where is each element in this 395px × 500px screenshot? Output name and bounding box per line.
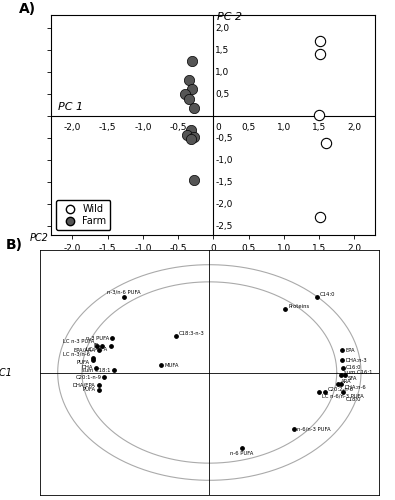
Text: PC 1: PC 1: [58, 102, 83, 112]
Point: [190, 176, 197, 184]
Point: [342, 371, 348, 379]
Point: [186, 96, 192, 104]
Point: [188, 126, 194, 134]
Point: [101, 374, 107, 382]
Point: [322, 388, 328, 396]
Point: [189, 85, 196, 93]
Text: PC2: PC2: [30, 232, 49, 242]
Text: PUFA: PUFA: [83, 387, 96, 392]
Point: [189, 57, 196, 65]
Point: [90, 356, 96, 364]
Text: PC1: PC1: [0, 368, 12, 378]
Text: 2,0: 2,0: [347, 123, 361, 132]
Text: 1,0: 1,0: [215, 68, 229, 76]
Text: C14:0: C14:0: [320, 292, 336, 296]
Point: [98, 342, 105, 349]
Text: C18:0: C18:0: [346, 397, 362, 402]
Point: [94, 342, 100, 349]
Text: C20:2-n-6: C20:2-n-6: [327, 387, 354, 392]
Text: -2,0: -2,0: [215, 200, 233, 208]
Text: -1,5: -1,5: [99, 123, 117, 132]
Text: 1,5: 1,5: [312, 123, 326, 132]
Text: n-6 PUFA: n-6 PUFA: [230, 451, 254, 456]
Point: [317, 212, 324, 220]
Point: [317, 36, 324, 44]
Text: SFA: SFA: [348, 376, 357, 381]
Point: [111, 366, 117, 374]
Point: [107, 342, 114, 349]
Text: Proteins: Proteins: [288, 304, 309, 309]
Text: C20:1-n-9: C20:1-n-9: [75, 375, 102, 380]
Point: [323, 140, 329, 147]
Text: sum C16:1: sum C16:1: [344, 370, 372, 375]
Text: 2,0: 2,0: [215, 24, 229, 32]
Text: LC n-3/n-6: LC n-3/n-6: [63, 352, 90, 356]
Text: -0,5: -0,5: [215, 134, 233, 142]
Text: PC 2: PC 2: [217, 12, 242, 22]
Text: -2,5: -2,5: [215, 222, 233, 230]
Text: -0,5: -0,5: [169, 123, 187, 132]
Text: MUFA: MUFA: [164, 362, 179, 368]
Point: [339, 364, 346, 372]
Text: n-3 PUFA: n-3 PUFA: [86, 336, 109, 340]
Point: [282, 305, 288, 313]
Point: [290, 425, 297, 433]
Point: [158, 361, 164, 369]
Text: n-6/n-3 PUFA: n-6/n-3 PUFA: [297, 426, 330, 432]
Text: sum C18:1: sum C18:1: [82, 368, 111, 372]
Text: 0,5: 0,5: [241, 123, 256, 132]
Text: IB: IB: [94, 343, 99, 348]
Text: DHA/EPA: DHA/EPA: [73, 382, 96, 387]
Point: [339, 356, 345, 364]
Text: -2,0: -2,0: [64, 123, 81, 132]
Point: [96, 381, 102, 389]
Point: [96, 346, 102, 354]
Point: [190, 104, 197, 112]
Text: EPA: EPA: [345, 348, 355, 353]
Text: C16:0: C16:0: [346, 365, 361, 370]
Text: 0,5: 0,5: [215, 90, 229, 98]
Point: [339, 346, 345, 354]
Text: PUFA: PUFA: [77, 360, 90, 365]
Point: [120, 292, 127, 300]
Point: [190, 134, 197, 141]
Text: -1,0: -1,0: [215, 156, 233, 164]
Text: B): B): [6, 238, 23, 252]
Text: LC PUFA: LC PUFA: [87, 346, 108, 352]
Point: [93, 364, 99, 372]
Text: EPA/ARA: EPA/ARA: [73, 348, 96, 353]
Point: [173, 332, 179, 340]
Text: DHA:n-3: DHA:n-3: [345, 358, 367, 363]
Point: [317, 50, 324, 58]
Text: DHA:n-6: DHA:n-6: [344, 384, 366, 390]
Point: [186, 76, 192, 84]
Legend: Wild, Farm: Wild, Farm: [56, 200, 111, 230]
Point: [182, 90, 188, 98]
Text: -1,5: -1,5: [215, 178, 233, 186]
Text: -1,0: -1,0: [134, 123, 152, 132]
Point: [96, 386, 102, 394]
Point: [314, 292, 320, 300]
Point: [188, 135, 194, 143]
Text: LC n-3 PUFA: LC n-3 PUFA: [63, 340, 94, 344]
Point: [90, 354, 96, 362]
Point: [316, 112, 322, 120]
Point: [239, 444, 245, 452]
Text: C18:3-n-3: C18:3-n-3: [179, 331, 205, 336]
Text: n-3/n-6 PUFA: n-3/n-6 PUFA: [107, 289, 141, 294]
Text: A): A): [19, 2, 36, 16]
Point: [340, 388, 346, 396]
Text: DHA: DHA: [81, 365, 93, 370]
Text: 0: 0: [215, 123, 221, 132]
Text: ARA: ARA: [341, 378, 352, 384]
Text: LC n-6/n-3 PUFA: LC n-6/n-3 PUFA: [322, 394, 363, 398]
Point: [337, 371, 344, 379]
Point: [335, 380, 341, 388]
Point: [183, 130, 190, 138]
Point: [338, 380, 344, 388]
Point: [315, 388, 322, 396]
Text: 1,5: 1,5: [215, 46, 229, 54]
Text: 1,0: 1,0: [276, 123, 291, 132]
Point: [109, 334, 115, 342]
